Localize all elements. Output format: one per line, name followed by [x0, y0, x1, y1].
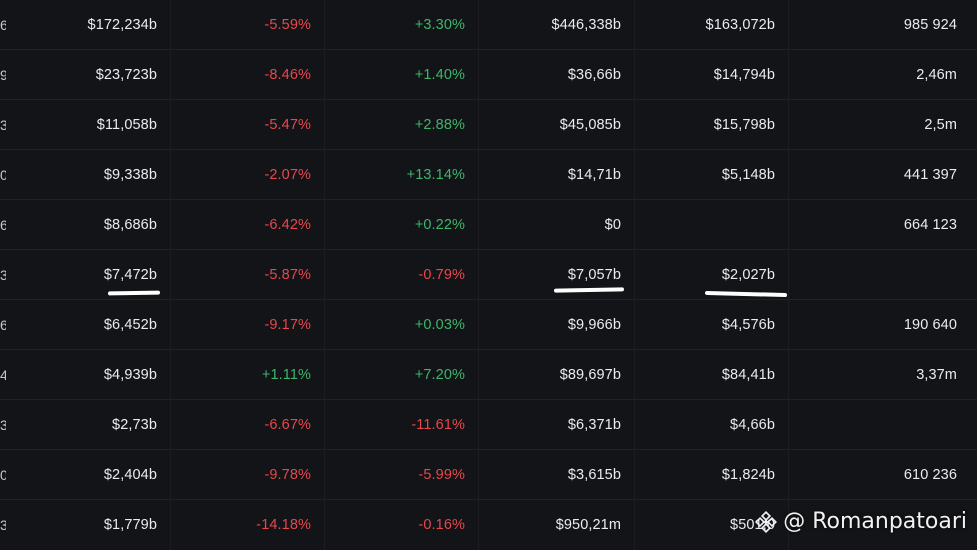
- holders-cell: 441 397: [903, 167, 957, 183]
- change-24h-cell: -14.18%: [171, 500, 325, 550]
- holders-cell: [789, 250, 977, 300]
- change-24h-cell: +1.11%: [171, 350, 325, 400]
- secondary-volume-cell: $1,824b: [635, 450, 789, 500]
- table-row[interactable]: 3 $2,73b -6.67% -11.61% $6,371b $4,66b: [0, 400, 977, 450]
- market-cap-cell: $7,472b: [14, 250, 171, 300]
- change-24h-cell: -8.46%: [171, 50, 325, 100]
- volume-cell: $0: [479, 200, 635, 250]
- market-cap-cell: $8,686b: [14, 200, 171, 250]
- holders-cell: 2,46m: [916, 67, 957, 83]
- table-row[interactable]: 9 $23,723b -8.46% +1.40% $36,66b $14,794…: [0, 50, 977, 100]
- volume-cell: $446,338b: [479, 0, 635, 50]
- watermark-text: @ Romanpatoari: [783, 509, 967, 534]
- change-24h-cell: -6.42%: [171, 200, 325, 250]
- volume-cell: $9,966b: [479, 300, 635, 350]
- secondary-volume-cell: $4,66b: [635, 400, 789, 450]
- change-7d-cell: +1.40%: [325, 50, 479, 100]
- market-cap-cell: $2,73b: [14, 400, 171, 450]
- change-7d-cell: -0.16%: [325, 500, 479, 550]
- table-row[interactable]: 0 $2,404b -9.78% -5.99% $3,615b $1,824b …: [0, 450, 977, 500]
- change-7d-cell: -11.61%: [325, 400, 479, 450]
- row-index-cell: 3: [0, 517, 6, 533]
- secondary-volume-cell: $15,798b: [635, 100, 789, 150]
- change-7d-cell: +0.03%: [325, 300, 479, 350]
- volume-cell: $6,371b: [479, 400, 635, 450]
- table-row[interactable]: 0 $9,338b -2.07% +13.14% $14,71b $5,148b…: [0, 150, 977, 200]
- change-24h-cell: -5.87%: [171, 250, 325, 300]
- secondary-volume-cell: $5,148b: [635, 150, 789, 200]
- row-index-cell: 6: [0, 317, 6, 333]
- holders-cell: [789, 400, 977, 450]
- table-row[interactable]: 6 $6,452b -9.17% +0.03% $9,966b $4,576b …: [0, 300, 977, 350]
- change-24h-cell: -9.17%: [171, 300, 325, 350]
- secondary-volume-cell: $14,794b: [635, 50, 789, 100]
- holders-cell: 190 640: [903, 317, 957, 333]
- change-7d-cell: +13.14%: [325, 150, 479, 200]
- holders-cell: 610 236: [903, 467, 957, 483]
- market-cap-cell: $2,404b: [14, 450, 171, 500]
- change-24h-cell: -5.59%: [171, 0, 325, 50]
- volume-cell: $3,615b: [479, 450, 635, 500]
- secondary-volume-cell: $2,027b: [635, 250, 789, 300]
- volume-cell: $950,21m: [479, 500, 635, 550]
- market-cap-cell: $172,234b: [14, 0, 171, 50]
- volume-cell: $7,057b: [479, 250, 635, 300]
- holders-cell: 3,37m: [916, 367, 957, 383]
- row-index-cell: 3: [0, 267, 6, 283]
- table-row[interactable]: 3 $7,472b -5.87% -0.79% $7,057b $2,027b: [0, 250, 977, 300]
- row-index-cell: 9: [0, 67, 6, 83]
- market-cap-cell: $4,939b: [14, 350, 171, 400]
- change-7d-cell: +2.88%: [325, 100, 479, 150]
- market-cap-cell: $1,779b: [14, 500, 171, 550]
- change-24h-cell: -5.47%: [171, 100, 325, 150]
- watermark: @ Romanpatoari: [755, 509, 967, 534]
- change-7d-cell: +0.22%: [325, 200, 479, 250]
- secondary-volume-cell: $163,072b: [635, 0, 789, 50]
- volume-cell: $45,085b: [479, 100, 635, 150]
- holders-cell: 664 123: [903, 217, 957, 233]
- change-24h-cell: -9.78%: [171, 450, 325, 500]
- change-7d-cell: +3.30%: [325, 0, 479, 50]
- row-index-cell: 6: [0, 217, 6, 233]
- row-index-cell: 0: [0, 167, 6, 183]
- secondary-volume-cell: $4,576b: [635, 300, 789, 350]
- table-row[interactable]: 6 $8,686b -6.42% +0.22% $0 664 123: [0, 200, 977, 250]
- binance-logo-icon: [755, 510, 778, 533]
- market-cap-cell: $11,058b: [14, 100, 171, 150]
- table-row[interactable]: 4 $4,939b +1.11% +7.20% $89,697b $84,41b…: [0, 350, 977, 400]
- change-24h-cell: -2.07%: [171, 150, 325, 200]
- row-index-cell: 0: [0, 467, 6, 483]
- holders-cell: 985 924: [903, 17, 957, 33]
- row-index-cell: 3: [0, 117, 6, 133]
- volume-cell: $14,71b: [479, 150, 635, 200]
- volume-cell: $89,697b: [479, 350, 635, 400]
- secondary-volume-cell: [635, 200, 789, 250]
- market-cap-cell: $6,452b: [14, 300, 171, 350]
- row-index-cell: 4: [0, 367, 6, 383]
- market-cap-cell: $23,723b: [14, 50, 171, 100]
- change-7d-cell: +7.20%: [325, 350, 479, 400]
- volume-cell: $36,66b: [479, 50, 635, 100]
- table-row[interactable]: 6 $172,234b -5.59% +3.30% $446,338b $163…: [0, 0, 977, 50]
- row-index-cell: 6: [0, 17, 6, 33]
- row-index-cell: 3: [0, 417, 6, 433]
- secondary-volume-cell: $84,41b: [635, 350, 789, 400]
- change-7d-cell: -0.79%: [325, 250, 479, 300]
- change-24h-cell: -6.67%: [171, 400, 325, 450]
- table-row[interactable]: 3 $11,058b -5.47% +2.88% $45,085b $15,79…: [0, 100, 977, 150]
- change-7d-cell: -5.99%: [325, 450, 479, 500]
- market-cap-cell: $9,338b: [14, 150, 171, 200]
- holders-cell: 2,5m: [924, 117, 957, 133]
